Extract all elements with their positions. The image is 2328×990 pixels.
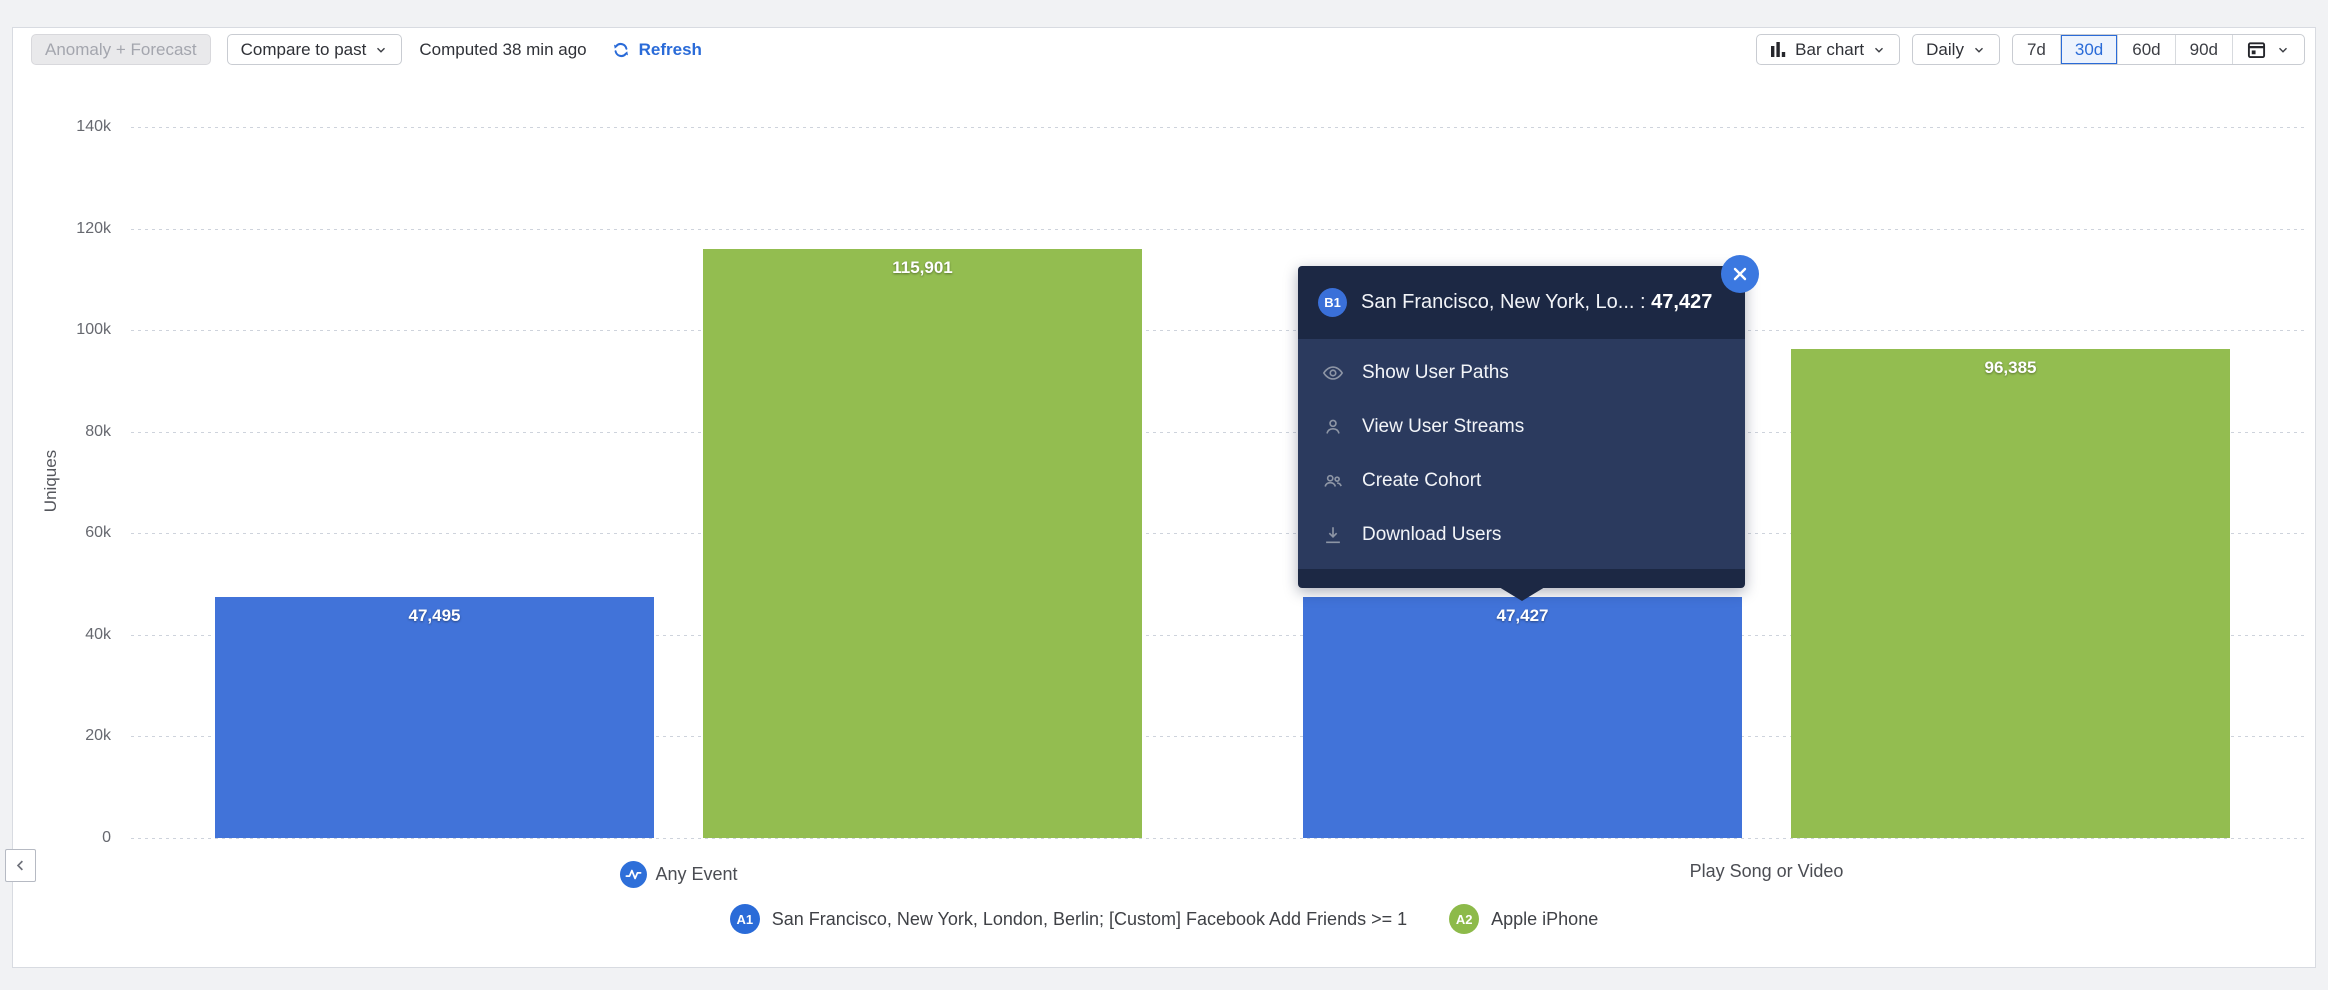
interval-dropdown[interactable]: Daily — [1912, 34, 2000, 65]
bar-A2-any-event[interactable]: 115,901 — [703, 249, 1142, 838]
x-category-label: Any Event — [619, 861, 738, 888]
chart-legend: A1 San Francisco, New York, London, Berli… — [13, 904, 2315, 934]
collapse-panel-button[interactable] — [5, 849, 36, 882]
legend-item-A1[interactable]: A1 San Francisco, New York, London, Berli… — [729, 904, 1408, 934]
menu-item-view-user-streams[interactable]: View User Streams — [1298, 400, 1745, 454]
menu-item-label: Create Cohort — [1362, 470, 1482, 491]
user-icon — [1326, 419, 1340, 434]
date-range-60d-button[interactable]: 60d — [2118, 35, 2176, 64]
date-range-7d-button[interactable]: 7d — [2013, 35, 2061, 64]
chart-toolbar: Anomaly + Forecast Compare to past Compu… — [13, 28, 2315, 96]
gridline — [131, 330, 2307, 332]
date-range-30d-button[interactable]: 30d — [2060, 35, 2119, 64]
bar-context-menu: B1 San Francisco, New York, Lo... : 47,4… — [1298, 255, 1759, 601]
gridline — [131, 127, 2307, 128]
compare-to-past-dropdown[interactable]: Compare to past — [226, 34, 403, 65]
bar-A2-play-song-or-video[interactable]: 96,385 — [1791, 348, 2230, 838]
legend-label: San Francisco, New York, London, Berlin;… — [771, 908, 1408, 929]
x-category-label: Play Song or Video — [1690, 861, 1844, 882]
gridline — [131, 838, 2307, 839]
menu-item-label: Show User Paths — [1362, 362, 1509, 383]
gridline — [131, 533, 2307, 535]
bar-value-label: 47,495 — [408, 605, 461, 625]
chevron-left-icon — [16, 860, 23, 871]
y-tick-label: 120k — [76, 219, 111, 237]
series-badge: B1 — [1318, 288, 1347, 317]
toolbar-right: Bar chart Daily 7d 30d 60d 90d — [1744, 34, 2305, 65]
legend-label: Apple iPhone — [1491, 908, 1599, 929]
menu-item-create-cohort[interactable]: Create Cohort — [1298, 454, 1745, 508]
legend-badge: A2 — [1449, 904, 1480, 934]
bar-A1-any-event[interactable]: 47,495 — [215, 596, 654, 838]
gridline — [131, 634, 2307, 636]
y-tick-label: 20k — [85, 727, 111, 745]
chart-type-label: Bar chart — [1795, 39, 1865, 59]
date-range-segmented-control: 7d 30d 60d 90d — [2011, 34, 2305, 65]
refresh-label: Refresh — [638, 39, 702, 59]
bar-value-label: 96,385 — [1984, 357, 2037, 377]
bar-chart-icon — [1771, 42, 1786, 57]
legend-badge: A1 — [729, 904, 760, 934]
y-tick-label: 80k — [85, 422, 111, 440]
x-axis-labels: Any Event Play Song or Video — [131, 853, 2307, 888]
bar-A1-play-song-or-video[interactable]: 47,427 — [1303, 597, 1742, 838]
context-menu-footer — [1298, 569, 1745, 588]
x-category-text: Play Song or Video — [1689, 861, 1844, 881]
interval-label: Daily — [1926, 39, 1964, 59]
plot-area: 47,495 115,901 47,427 96,385 — [131, 127, 2307, 839]
anomaly-forecast-button[interactable]: Anomaly + Forecast — [31, 34, 211, 65]
eye-icon — [1322, 366, 1344, 380]
toolbar-left: Anomaly + Forecast Compare to past Compu… — [31, 34, 702, 65]
y-tick-label: 60k — [85, 524, 111, 542]
date-range-calendar-button[interactable] — [2233, 35, 2304, 64]
context-menu-title: San Francisco, New York, Lo... : 47,427 — [1361, 291, 1713, 313]
chevron-down-icon — [1875, 47, 1884, 53]
refresh-icon — [613, 42, 628, 57]
close-icon[interactable] — [1721, 255, 1759, 293]
gridline — [131, 228, 2307, 230]
chart-card: Anomaly + Forecast Compare to past Compu… — [12, 27, 2316, 968]
y-axis-title: Uniques — [41, 449, 60, 513]
context-menu-caret — [1498, 587, 1545, 601]
compare-to-past-label: Compare to past — [240, 39, 367, 59]
context-menu-header: B1 San Francisco, New York, Lo... : 47,4… — [1298, 266, 1745, 339]
users-icon — [1324, 474, 1342, 487]
x-category-text: Any Event — [655, 864, 738, 884]
gridline — [131, 736, 2307, 738]
menu-item-show-user-paths[interactable]: Show User Paths — [1298, 346, 1745, 400]
bar-value-label: 115,901 — [892, 258, 953, 278]
menu-item-label: View User Streams — [1362, 416, 1525, 437]
download-icon — [1326, 527, 1340, 544]
y-tick-label: 40k — [85, 625, 111, 643]
calendar-icon — [2247, 42, 2266, 59]
context-menu-body: Show User Paths View User Streams Create… — [1298, 339, 1745, 569]
legend-item-A2[interactable]: A2 Apple iPhone — [1449, 904, 1598, 934]
y-tick-label: 100k — [76, 321, 111, 339]
date-range-90d-button[interactable]: 90d — [2176, 35, 2233, 64]
menu-item-label: Download Users — [1362, 524, 1502, 545]
refresh-button[interactable]: Refresh — [611, 40, 702, 60]
chevron-down-icon — [2279, 47, 2287, 53]
chevron-down-icon — [377, 47, 386, 53]
computed-status-text: Computed 38 min ago — [419, 39, 587, 59]
menu-item-download-users[interactable]: Download Users — [1298, 508, 1745, 562]
any-event-icon — [619, 861, 647, 888]
y-tick-label: 140k — [76, 118, 111, 135]
bar-value-label: 47,427 — [1496, 606, 1549, 626]
context-menu-value: 47,427 — [1651, 291, 1713, 313]
y-tick-label: 0 — [102, 829, 111, 846]
chart-type-dropdown[interactable]: Bar chart — [1756, 34, 1901, 65]
chevron-down-icon — [1974, 47, 1983, 53]
gridline — [131, 431, 2307, 433]
